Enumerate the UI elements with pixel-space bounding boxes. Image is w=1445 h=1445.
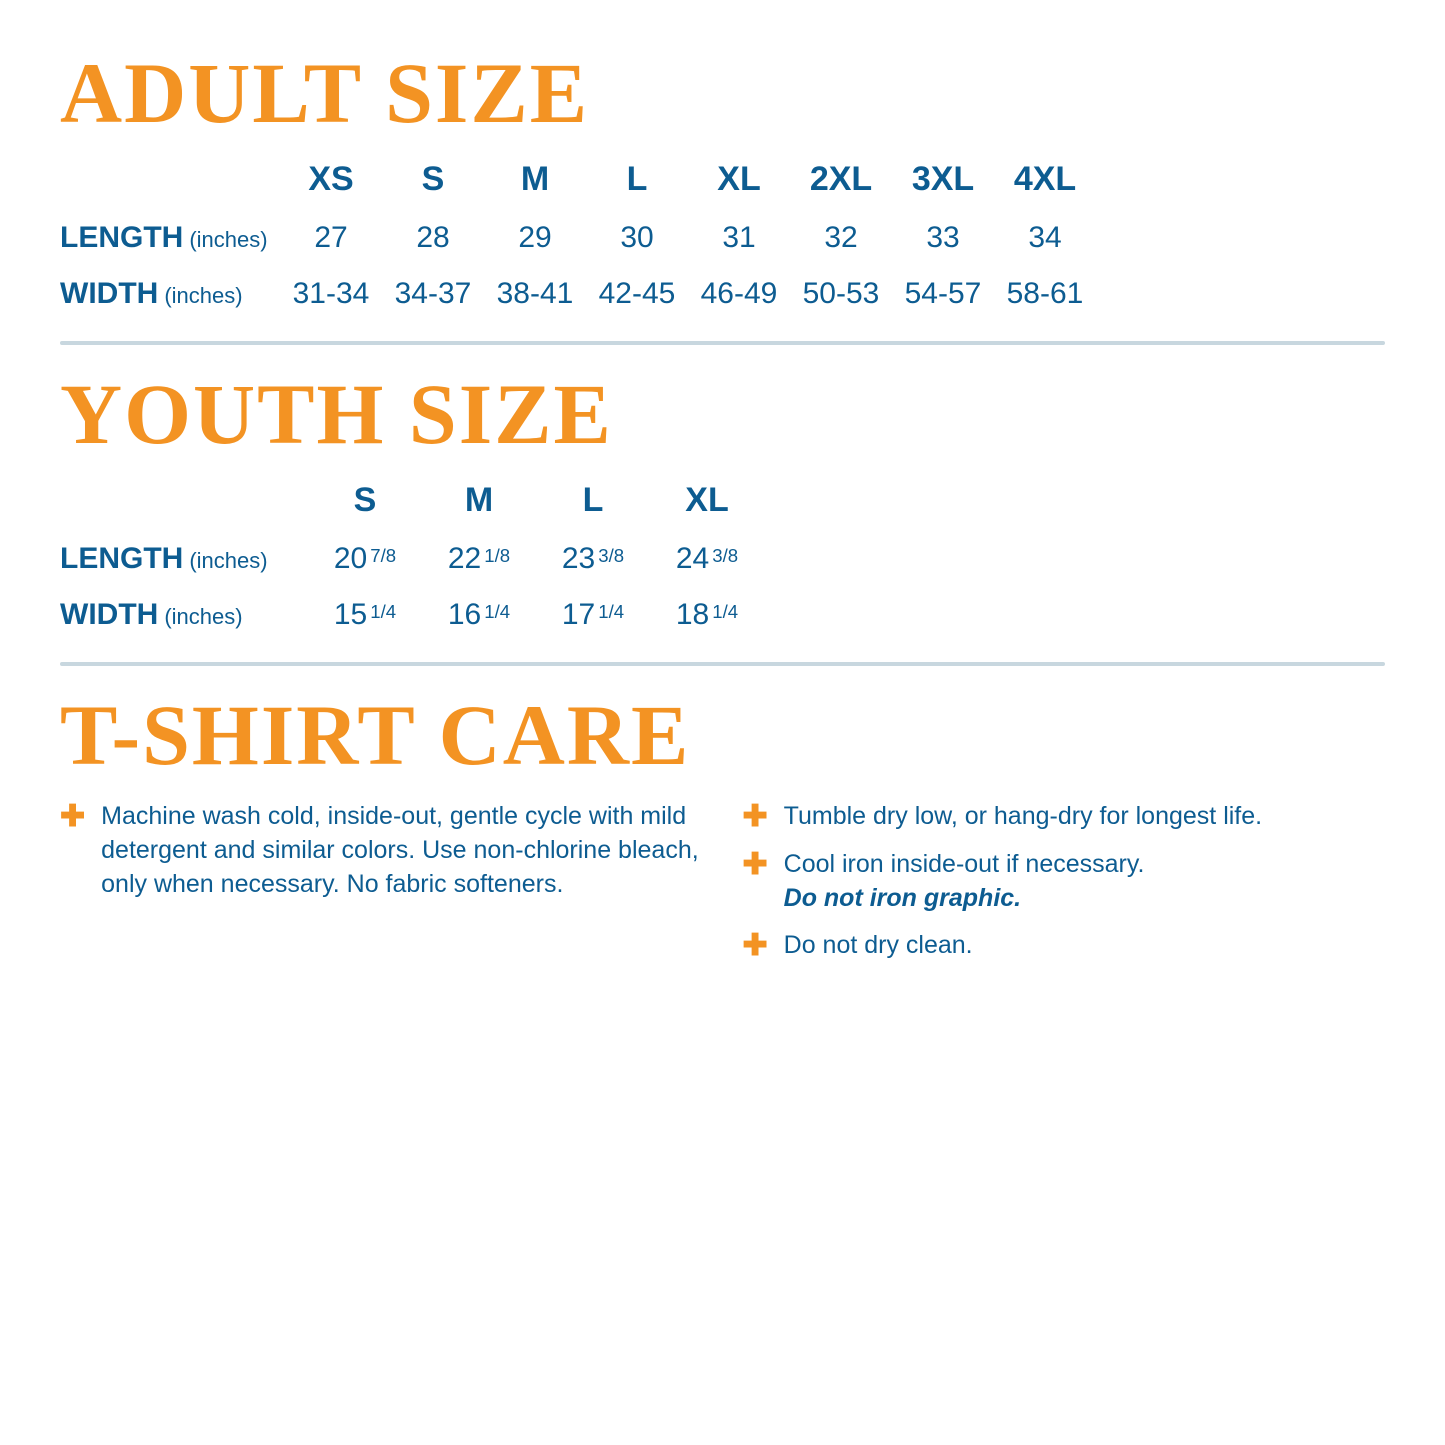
- table-cell: 34: [994, 221, 1096, 255]
- table-cell: 28: [382, 221, 484, 255]
- table-cell: 171/4: [536, 598, 650, 632]
- care-left-column: ✚ Machine wash cold, inside-out, gentle c…: [60, 800, 703, 977]
- care-text: Cool iron inside-out if necessary.Do not…: [784, 848, 1145, 916]
- care-right-column: ✚ Tumble dry low, or hang-dry for longest…: [743, 800, 1386, 977]
- table-cell: L: [586, 160, 688, 199]
- row-label: LENGTH(inches): [60, 542, 308, 576]
- table-cell: XS: [280, 160, 382, 199]
- youth-rows: LENGTH(inches)207/8221/8233/8243/8 WIDTH(…: [60, 542, 1385, 632]
- table-cell: 207/8: [308, 542, 422, 576]
- table-cell: 31-34: [280, 277, 382, 311]
- care-text: Do not dry clean.: [784, 929, 973, 963]
- table-cell: M: [422, 481, 536, 520]
- care-columns: ✚ Machine wash cold, inside-out, gentle c…: [60, 800, 1385, 977]
- care-section: T-SHIRT CARE ✚ Machine wash cold, inside-…: [60, 692, 1385, 977]
- table-cell: 38-41: [484, 277, 586, 311]
- table-cell: 151/4: [308, 598, 422, 632]
- table-cell: XL: [650, 481, 764, 520]
- table-cell: 33: [892, 221, 994, 255]
- youth-headers: SMLXL: [308, 481, 764, 520]
- table-cell: 54-57: [892, 277, 994, 311]
- table-row: WIDTH(inches)151/4161/4171/4181/4: [60, 598, 1385, 632]
- table-cell: 243/8: [650, 542, 764, 576]
- table-cell: 32: [790, 221, 892, 255]
- care-text: Tumble dry low, or hang-dry for longest …: [784, 800, 1262, 834]
- care-item: ✚ Machine wash cold, inside-out, gentle c…: [60, 800, 703, 901]
- table-row: LENGTH(inches)207/8221/8233/8243/8: [60, 542, 1385, 576]
- table-cell: 30: [586, 221, 688, 255]
- care-item: ✚ Do not dry clean.: [743, 929, 1386, 963]
- table-cell: M: [484, 160, 586, 199]
- table-cell: 161/4: [422, 598, 536, 632]
- care-title: T-SHIRT CARE: [60, 692, 1385, 778]
- table-cell: 31: [688, 221, 790, 255]
- table-cell: 46-49: [688, 277, 790, 311]
- plus-icon: ✚: [743, 850, 768, 880]
- table-row: WIDTH(inches)31-3434-3738-4142-4546-4950…: [60, 277, 1385, 311]
- adult-rows: LENGTH(inches)2728293031323334 WIDTH(inch…: [60, 221, 1385, 311]
- table-row: LENGTH(inches)2728293031323334: [60, 221, 1385, 255]
- table-cell: 29: [484, 221, 586, 255]
- adult-section: ADULT SIZE . XSSMLXL2XL3XL4XL LENGTH(inc…: [60, 50, 1385, 311]
- table-cell: 3XL: [892, 160, 994, 199]
- divider-1: [60, 341, 1385, 345]
- table-cell: 42-45: [586, 277, 688, 311]
- row-label: WIDTH(inches): [60, 277, 280, 311]
- table-cell: 221/8: [422, 542, 536, 576]
- care-text: Machine wash cold, inside-out, gentle cy…: [101, 800, 702, 901]
- table-cell: 50-53: [790, 277, 892, 311]
- table-cell: 27: [280, 221, 382, 255]
- table-cell: 34-37: [382, 277, 484, 311]
- youth-title: YOUTH SIZE: [60, 371, 1385, 457]
- table-cell: 58-61: [994, 277, 1096, 311]
- adult-header-row: . XSSMLXL2XL3XL4XL: [60, 160, 1385, 199]
- plus-icon: ✚: [743, 802, 768, 832]
- youth-section: YOUTH SIZE . SMLXL LENGTH(inches)207/822…: [60, 371, 1385, 632]
- table-cell: S: [308, 481, 422, 520]
- care-item: ✚ Cool iron inside-out if necessary.Do no…: [743, 848, 1386, 916]
- table-cell: 181/4: [650, 598, 764, 632]
- table-cell: L: [536, 481, 650, 520]
- table-cell: S: [382, 160, 484, 199]
- row-label: WIDTH(inches): [60, 598, 308, 632]
- adult-headers: XSSMLXL2XL3XL4XL: [280, 160, 1096, 199]
- care-item: ✚ Tumble dry low, or hang-dry for longest…: [743, 800, 1386, 834]
- divider-2: [60, 662, 1385, 666]
- table-cell: 233/8: [536, 542, 650, 576]
- adult-title: ADULT SIZE: [60, 50, 1385, 136]
- plus-icon: ✚: [743, 931, 768, 961]
- row-label: LENGTH(inches): [60, 221, 280, 255]
- table-cell: 2XL: [790, 160, 892, 199]
- youth-header-row: . SMLXL: [60, 481, 1385, 520]
- plus-icon: ✚: [60, 802, 85, 832]
- table-cell: 4XL: [994, 160, 1096, 199]
- table-cell: XL: [688, 160, 790, 199]
